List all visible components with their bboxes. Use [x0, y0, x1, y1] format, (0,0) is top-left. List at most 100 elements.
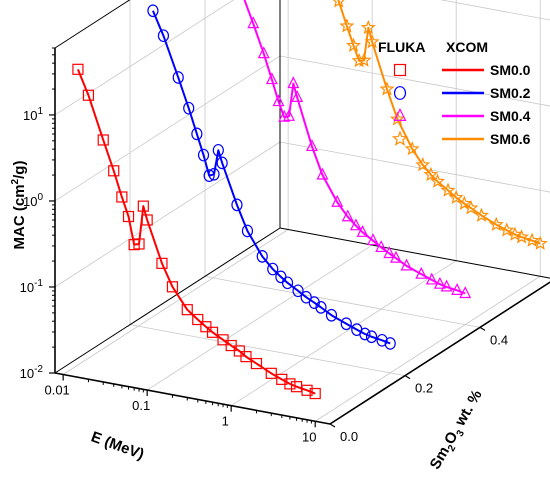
data-point	[108, 165, 120, 177]
legend-header-fluka: FLUKA	[378, 39, 425, 55]
data-point	[308, 296, 320, 310]
legend-rows: SM0.0 SM0.2 SM0.4 SM0.6	[391, 62, 531, 147]
series-layer	[72, 0, 548, 400]
data-point	[133, 238, 145, 250]
data-point	[301, 384, 313, 396]
data-point	[137, 200, 149, 212]
data-point	[451, 283, 464, 295]
legend-label: SM0.6	[490, 131, 531, 147]
grid-line	[54, 55, 281, 202]
y-axis-title: MAC (cm2/g)	[10, 161, 28, 250]
data-point	[440, 279, 453, 292]
data-point	[415, 266, 428, 279]
data-point	[341, 209, 354, 222]
data-point	[331, 194, 344, 207]
z-tick-label: 0.0	[340, 429, 358, 444]
data-point	[283, 108, 295, 121]
legend-header-xcom: XCOM	[446, 39, 488, 55]
legend-marker	[393, 108, 407, 122]
data-point	[365, 330, 378, 344]
frame-edge	[279, 227, 550, 279]
data-point	[116, 191, 128, 203]
y-tick-label: 101	[23, 106, 43, 123]
grid-line	[279, 55, 550, 107]
data-point	[415, 157, 431, 172]
data-point	[423, 166, 439, 182]
data-point	[122, 210, 135, 223]
data-point	[315, 301, 327, 314]
data-point	[351, 52, 367, 68]
data-point	[256, 250, 268, 263]
z-tick-mark	[404, 375, 411, 380]
legend-marker	[393, 63, 407, 77]
legend-label: SM0.2	[490, 85, 531, 101]
frame-edge	[54, 227, 281, 374]
data-point	[216, 156, 228, 170]
data-point	[364, 34, 380, 49]
z-axis-title: Sm2O3 wt. %	[427, 387, 489, 474]
grid-line	[54, 141, 281, 288]
x-tick-label: 1	[222, 414, 229, 429]
grid-line	[146, 244, 373, 391]
data-point	[356, 224, 369, 237]
data-point	[281, 276, 294, 290]
grid-line	[204, 275, 481, 328]
data-point	[440, 182, 456, 197]
data-point	[217, 334, 229, 346]
data-point	[166, 281, 179, 293]
data-point	[332, 0, 345, 8]
data-point	[265, 367, 277, 379]
data-point	[430, 173, 446, 188]
legend-label: SM0.4	[490, 108, 531, 124]
x-tick-label: 0.1	[132, 398, 150, 413]
data-point	[183, 101, 195, 115]
data-point	[474, 207, 489, 222]
data-point	[532, 235, 548, 250]
series-line	[77, 68, 316, 395]
series-line	[152, 10, 391, 345]
x-tick-label: 10	[302, 429, 316, 444]
data-point	[265, 72, 278, 85]
z-axis-line	[329, 281, 550, 425]
data-point	[147, 4, 159, 18]
data-point	[206, 326, 219, 338]
data-point	[316, 167, 329, 180]
data-point	[389, 111, 405, 126]
grid-line	[439, 0, 550, 21]
data-point	[488, 216, 504, 232]
y-tick-label: 100	[23, 192, 43, 209]
data-point	[272, 94, 285, 107]
data-point	[376, 333, 388, 347]
grid-line	[62, 229, 289, 375]
data-point	[156, 257, 168, 269]
data-point	[379, 81, 395, 96]
data-point	[212, 143, 224, 157]
data-point	[524, 232, 540, 247]
legend: FLUKA XCOM SM0.0 SM0.2 SM0.4 SM0.6	[378, 39, 531, 147]
data-point	[349, 218, 362, 231]
data-point	[208, 167, 220, 181]
series-sm0-2	[147, 4, 396, 350]
data-point	[356, 52, 372, 67]
axis-frame	[49, 0, 550, 428]
data-point	[172, 71, 184, 84]
grid-line	[230, 260, 457, 407]
data-point	[257, 46, 270, 59]
data-point	[192, 313, 204, 326]
data-point	[287, 76, 300, 89]
data-point	[325, 308, 338, 322]
z-tick-mark	[329, 423, 336, 428]
data-point	[404, 141, 420, 156]
y-tick-label: 10-1	[20, 278, 44, 295]
data-point	[425, 272, 438, 285]
data-point	[375, 240, 388, 253]
data-point	[305, 139, 318, 152]
series-sm0-6	[332, 0, 548, 250]
data-point	[240, 351, 252, 363]
data-point	[383, 246, 396, 259]
data-point	[459, 286, 472, 299]
data-point	[231, 198, 243, 212]
data-point	[360, 19, 376, 35]
